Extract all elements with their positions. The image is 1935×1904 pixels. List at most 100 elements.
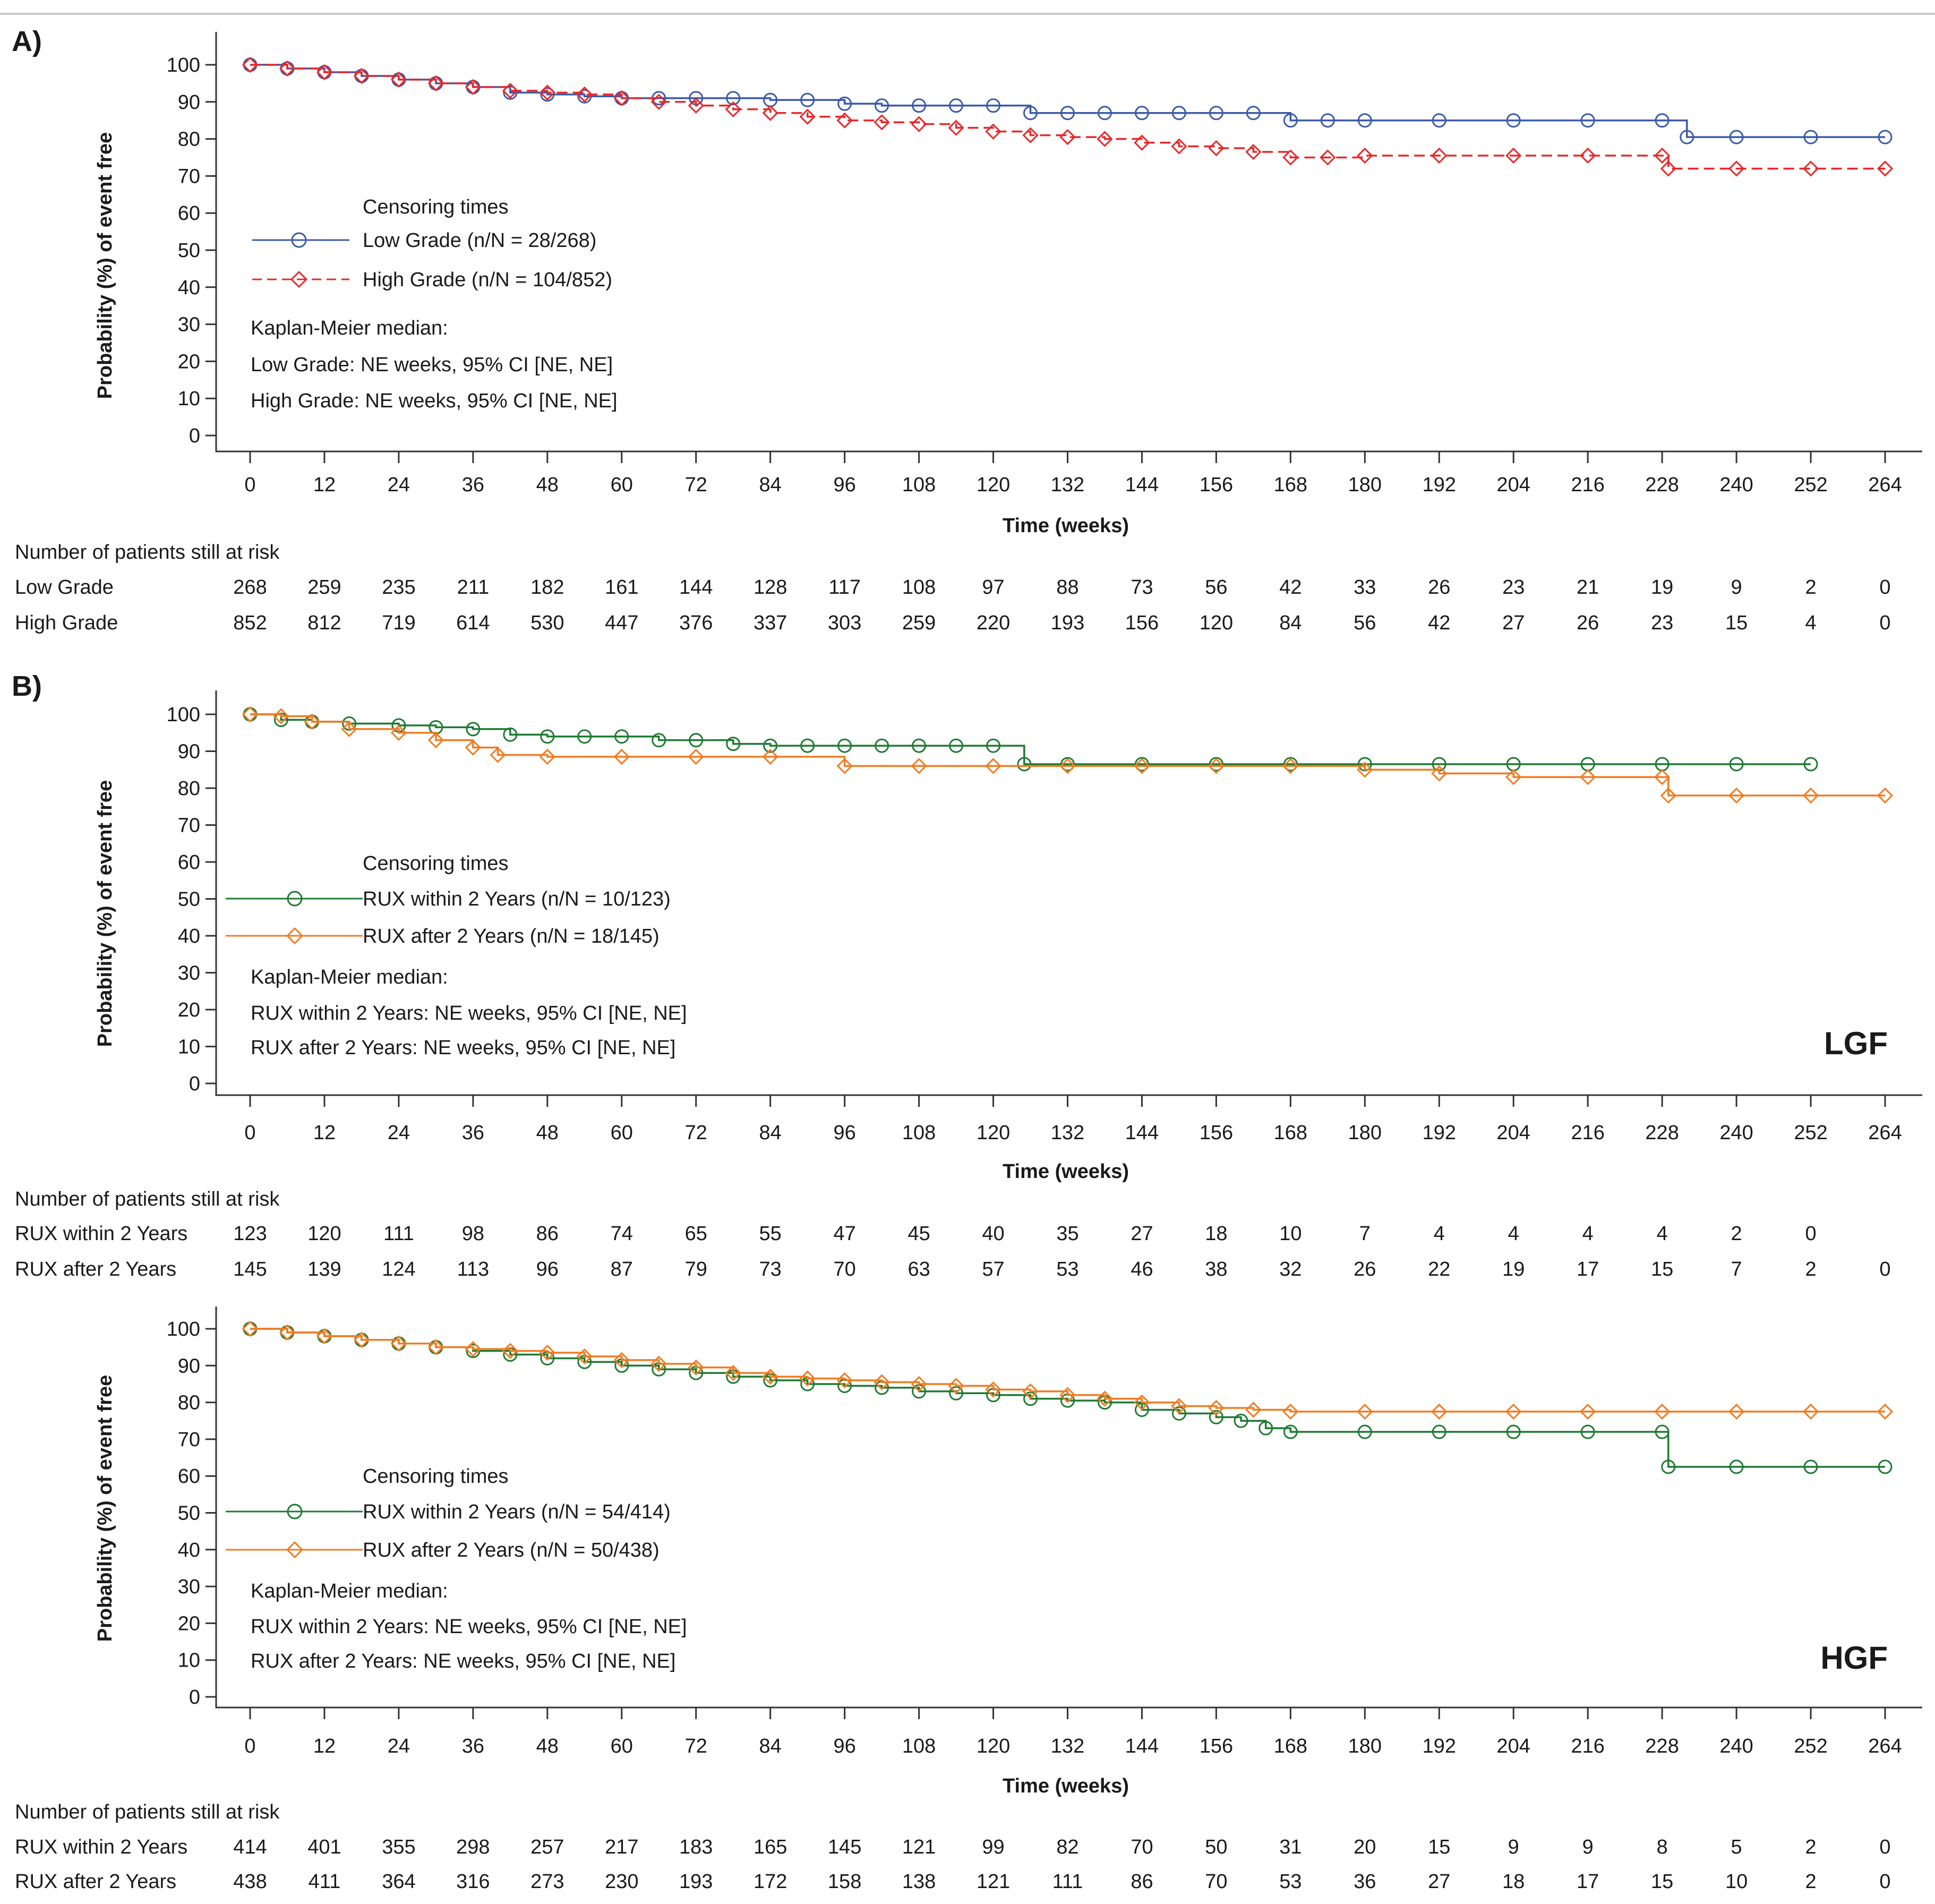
panel-2-series-1-censor-marker (242, 1320, 259, 1337)
panel-0-risk-cell: 719 (382, 612, 415, 634)
panel-1-series-0-censor-marker (1017, 757, 1032, 772)
panel-1-risk-cell: 139 (307, 1258, 341, 1280)
panel-2-series-0-censor-marker (1258, 1421, 1273, 1436)
panel-1-risk-cell: 22 (1428, 1258, 1450, 1280)
panel-1-series-0-censor-marker (614, 729, 629, 744)
panel-1-series-1-censor-marker (688, 748, 704, 765)
panel-1-series-0-censor-marker (652, 733, 666, 748)
panel-0-xtick-label: 156 (1200, 474, 1233, 496)
panel-0-series-1-censor-marker (353, 67, 370, 84)
panel-1-ytick-label: 100 (167, 704, 200, 726)
panel-0-series-0-censor-marker (1878, 130, 1893, 144)
panel-2-series-1-censor-marker (1022, 1383, 1039, 1399)
panel-2-risk-cell: 183 (679, 1836, 713, 1858)
panel-2-series-1-censor-marker (1134, 1394, 1150, 1411)
panel-1-series-1-censor-marker (1431, 765, 1448, 782)
panel-2-xtick-label: 96 (833, 1735, 855, 1757)
panel-1-series-0-censor-marker (689, 733, 704, 748)
panel-0-risk-cell: 812 (307, 612, 341, 634)
panel-2-risk-cell: 99 (982, 1836, 1004, 1858)
panel-0-series-1-censor-marker (650, 93, 667, 110)
panel-0-series-0-censor-marker (1580, 113, 1595, 128)
panel-c-risk-row-2-name: RUX after 2 Years (15, 1871, 176, 1893)
panel-0-series-1-censor-marker (316, 64, 333, 81)
panel-a-risk-title: Number of patients still at risk (15, 541, 280, 563)
panel-1-series-1-censor-marker (1580, 769, 1596, 785)
panel-0-series-1-censor-marker (1022, 127, 1039, 143)
panel-1-risk-cell: 124 (382, 1258, 415, 1280)
panel-a-xlabel: Time (weeks) (1003, 515, 1129, 537)
panel-0-series-0-censor-marker (1171, 106, 1186, 121)
panel-0-series-0-censor-marker (540, 87, 555, 102)
panel-b-legend: Censoring times RUX within 2 Years (n/N … (226, 852, 687, 1059)
panel-2-series-0-censor-marker (1171, 1406, 1186, 1421)
panel-0-ytick-label: 0 (189, 425, 200, 447)
panel-0-risk-cell: 108 (902, 576, 936, 599)
panel-2-series-1-censor-marker (911, 1376, 927, 1393)
panel-1-series-1-censor-marker (836, 758, 853, 774)
panel-0-xtick-label: 96 (833, 474, 855, 496)
panel-2-series-1-censor-marker (390, 1335, 407, 1352)
panel-2-xtick-label: 144 (1125, 1735, 1159, 1757)
panel-0-risk-cell: 9 (1731, 576, 1742, 599)
panel-0-xtick-label: 144 (1125, 474, 1159, 496)
panel-2-frame (215, 1307, 1922, 1709)
panel-0-series-0-censor-marker (1134, 106, 1149, 121)
panel-2-risk-cell: 438 (233, 1871, 267, 1893)
panel-0-xtick-label: 36 (462, 474, 484, 496)
panel-0-series-1-censor-marker (1171, 138, 1187, 155)
panel-1-xtick-label: 252 (1794, 1122, 1827, 1144)
panel-b-legend-title: Censoring times (363, 852, 509, 875)
panel-0-series-1-censor-marker (1357, 147, 1373, 164)
panel-2-ytick-label: 0 (189, 1686, 200, 1709)
panel-c-km-line-1: RUX within 2 Years: NE weeks, 95% CI [NE… (251, 1616, 687, 1638)
panel-b-xlabel: Time (weeks) (1003, 1160, 1129, 1183)
panel-1-series-0-censor-marker (1729, 757, 1744, 772)
panel-1-xtick-label: 228 (1645, 1122, 1679, 1144)
panel-1-xtick-label: 0 (244, 1122, 255, 1144)
panel-2-series-0-censor-marker (912, 1384, 927, 1399)
panel-1-series-1-censor-marker (427, 732, 444, 748)
panel-2-xtick-label: 12 (313, 1735, 336, 1757)
panel-c-legend-entry-2: RUX after 2 Years (n/N = 50/438) (363, 1539, 660, 1561)
panel-2-series-1-censor-marker (762, 1368, 778, 1385)
panel-2-series-1-censor-marker (1654, 1403, 1671, 1420)
panel-1-risk-cell: 96 (536, 1258, 559, 1280)
panel-1-series-1-censor-marker (762, 748, 778, 765)
panel-2-risk-cell: 9 (1582, 1836, 1594, 1858)
panel-1-xtick-label: 108 (902, 1122, 936, 1144)
panel-0-xtick-label: 252 (1794, 474, 1827, 496)
panel-2-risk-cell: 138 (902, 1871, 936, 1893)
panel-2-risk-cell: 217 (605, 1836, 638, 1858)
panel-2-xtick-label: 72 (685, 1735, 707, 1757)
panel-1-risk-cell: 46 (1131, 1258, 1153, 1280)
panel-2-series-0-censor-marker (466, 1344, 481, 1359)
panel-0-risk-cell: 220 (977, 612, 1010, 634)
panel-1-risk-cell: 145 (233, 1258, 267, 1280)
panel-1-series-1-censor-marker (242, 706, 259, 723)
panel-2-risk-cell: 10 (1725, 1871, 1748, 1893)
panel-0-risk-cell: 4 (1805, 612, 1816, 634)
panel-2-series-1-censor-marker (1877, 1403, 1894, 1420)
panel-2-risk-cell: 414 (233, 1836, 267, 1858)
panel-0-series-0-censor-marker (986, 98, 1001, 113)
panel-1-series-1-censor-marker (1660, 787, 1676, 804)
panel-2-series-1-censor-marker (539, 1344, 555, 1361)
panel-2-xtick-label: 180 (1348, 1735, 1382, 1757)
panel-2-risk-cell: 15 (1428, 1836, 1450, 1858)
panel-1-risk-cell: 18 (1205, 1223, 1227, 1245)
panel-1-series-0-censor-marker (949, 738, 964, 753)
panel-b-km-line-1: RUX within 2 Years: NE weeks, 95% CI [NE… (251, 1002, 687, 1024)
panel-0-xtick-label: 48 (536, 474, 559, 496)
panel-0-ytick-label: 50 (178, 240, 200, 262)
panel-0-series-1-censor-marker (390, 71, 407, 88)
panel-2-ytick-label: 80 (178, 1392, 200, 1414)
panel-a-legend-entry-2: High Grade (n/N = 104/852) (363, 269, 612, 291)
panel-b-risk-table: Number of patients still at risk RUX wit… (15, 1188, 1891, 1280)
panel-1-risk-cell: 10 (1279, 1223, 1302, 1245)
panel-0-series-1-censor-marker (911, 116, 927, 132)
panel-2-series-1-censor-marker (1059, 1387, 1076, 1403)
panel-2-risk-cell: 2 (1805, 1836, 1816, 1858)
panel-2-series-1-censor-marker (1357, 1403, 1373, 1420)
legend-circle-marker (287, 891, 303, 907)
